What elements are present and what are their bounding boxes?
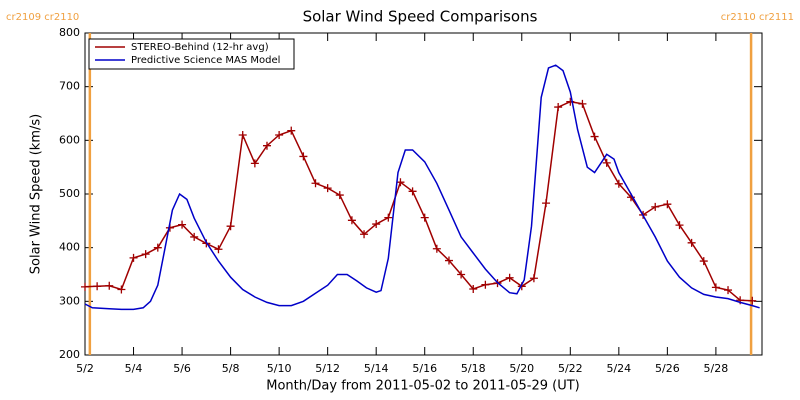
x-tick-label: 5/6: [173, 362, 191, 375]
data-point: [323, 184, 332, 193]
x-tick-label: 5/28: [704, 362, 729, 375]
x-tick-label: 5/12: [315, 362, 340, 375]
data-point: [481, 280, 490, 289]
y-tick-label: 600: [59, 133, 80, 146]
x-tick-label: 5/4: [125, 362, 143, 375]
data-point: [311, 179, 320, 188]
data-point: [299, 152, 308, 161]
data-point: [238, 130, 247, 139]
chart-title: Solar Wind Speed Comparisons: [303, 8, 538, 26]
data-point: [117, 285, 126, 294]
data-point: [347, 216, 356, 225]
data-point: [226, 222, 235, 231]
data-point: [529, 274, 538, 283]
y-tick-label: 800: [59, 26, 80, 39]
data-point: [554, 103, 563, 112]
legend-label: Predictive Science MAS Model: [131, 55, 280, 66]
data-point: [748, 296, 757, 305]
data-point: [190, 232, 199, 241]
x-tick-label: 5/16: [412, 362, 437, 375]
data-point: [687, 238, 696, 247]
data-point: [408, 187, 417, 196]
series-line: [84, 64, 760, 311]
y-tick-label: 400: [59, 241, 80, 254]
data-point: [578, 99, 587, 108]
data-point: [214, 245, 223, 254]
annotation: cr2109 cr2110: [6, 12, 79, 23]
data-point: [178, 220, 187, 229]
data-point: [542, 199, 551, 208]
data-point: [432, 244, 441, 253]
data-point: [372, 220, 381, 229]
data-point: [93, 282, 102, 291]
data-point: [141, 250, 150, 259]
data-point: [675, 221, 684, 230]
data-point: [335, 191, 344, 200]
data-point: [699, 257, 708, 266]
data-point: [262, 141, 271, 150]
data-point: [153, 243, 162, 252]
data-point: [614, 179, 623, 188]
data-point: [287, 126, 296, 135]
data-point: [384, 213, 393, 222]
x-tick-label: 5/24: [606, 362, 631, 375]
data-point: [81, 282, 89, 291]
x-tick-label: 5/18: [461, 362, 486, 375]
data-point: [275, 130, 284, 139]
legend-label: STEREO-Behind (12-hr avg): [131, 42, 269, 53]
data-point: [420, 213, 429, 222]
data-point: [711, 283, 720, 292]
data-point: [651, 202, 660, 211]
x-tick-label: 5/8: [222, 362, 240, 375]
y-tick-label: 700: [59, 80, 80, 93]
data-point: [444, 256, 453, 265]
data-point: [360, 230, 369, 239]
legend-box: [88, 38, 295, 70]
data-point: [396, 178, 405, 187]
data-point: [469, 284, 478, 293]
data-point: [663, 200, 672, 209]
x-axis-title: Month/Day from 2011-05-02 to 2011-05-29 …: [266, 379, 579, 394]
data-point: [566, 97, 575, 106]
y-tick-label: 500: [59, 187, 80, 200]
data-point: [250, 159, 259, 168]
y-axis-title: Solar Wind Speed (km/s): [29, 114, 44, 274]
x-tick-label: 5/20: [509, 362, 534, 375]
x-tick-label: 5/10: [267, 362, 292, 375]
x-tick-label: 5/14: [364, 362, 389, 375]
x-tick-label: 5/22: [558, 362, 583, 375]
y-tick-label: 200: [59, 348, 80, 361]
data-point: [129, 253, 138, 262]
y-tick-label: 300: [59, 294, 80, 307]
annotation: cr2110 cr2111: [721, 12, 794, 23]
x-tick-label: 5/26: [655, 362, 680, 375]
data-point: [724, 286, 733, 295]
x-tick-label: 5/2: [76, 362, 94, 375]
data-point: [457, 270, 466, 279]
data-point: [505, 273, 514, 282]
data-point: [105, 281, 114, 290]
data-point: [590, 132, 599, 141]
data-point: [602, 158, 611, 167]
